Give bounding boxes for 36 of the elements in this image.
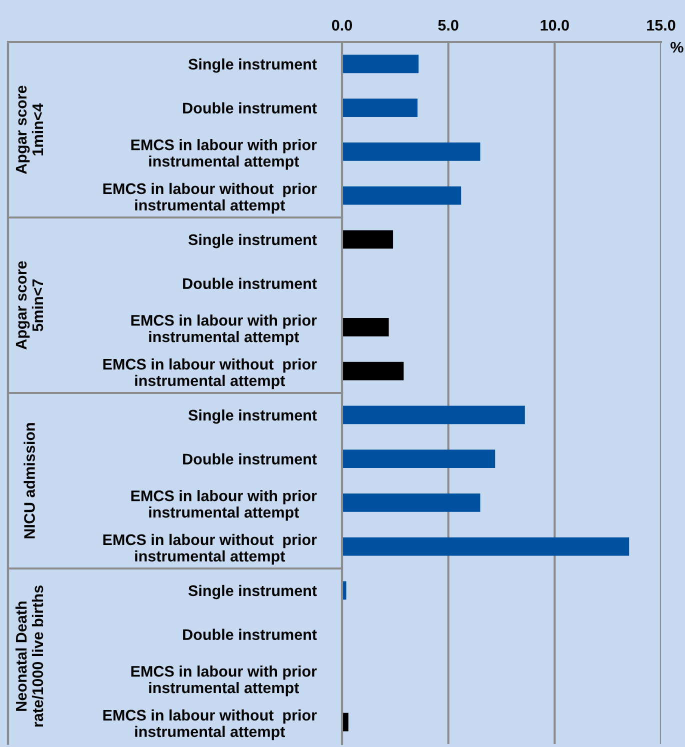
x-tick-label: 10.0 — [540, 20, 569, 31]
y-tick-label: EMCS in labour with prior instrumental attempt — [131, 139, 317, 170]
y-tick-label: Single instrument — [188, 234, 317, 248]
bar — [342, 362, 404, 380]
bar — [342, 406, 525, 424]
y-tick-label: EMCS in labour with prior instrumental attempt — [131, 314, 317, 346]
text: Apgar score 5min<7 — [16, 261, 44, 350]
bar — [342, 54, 419, 74]
text: Apgar score 1min<4 — [16, 86, 44, 174]
bar — [342, 450, 496, 468]
y-tick-label: EMCS in labour with prior instrumental attempt — [131, 666, 317, 696]
y-tick-label: Double instrument — [183, 278, 317, 289]
bar — [342, 142, 480, 161]
x-tick-label: 0.0 — [332, 20, 352, 31]
y-tick-label: Single instrument — [188, 409, 317, 424]
bar — [342, 318, 389, 336]
y-tick-label: EMCS in labour without prior instrumental attempt — [103, 534, 317, 565]
text: Neonatal Death rate/1000 live births — [15, 586, 44, 727]
y-tick-label: EMCS in labour without prior instrumental attempt — [103, 709, 317, 740]
bar — [342, 186, 462, 205]
bar — [342, 230, 394, 249]
y-tick-label: Single instrument — [188, 58, 317, 73]
y-tick-label: Single instrument — [188, 584, 317, 600]
x-tick-label: 5.0 — [438, 20, 458, 31]
y-tick-label: Double instrument — [183, 628, 317, 640]
x-axis-title: % — [670, 42, 684, 53]
bar — [342, 493, 480, 512]
y-tick-label: Double instrument — [183, 102, 317, 114]
text: NICU admission — [24, 423, 35, 538]
y-tick-label: EMCS in labour with prior instrumental attempt — [131, 490, 317, 521]
y-tick-label: EMCS in labour without prior instrumental attempt — [103, 182, 317, 214]
bar — [342, 537, 630, 556]
y-tick-label: EMCS in labour without prior instrumental attempt — [103, 358, 317, 390]
x-tick-label: 15.0 — [647, 20, 676, 31]
bar — [342, 98, 418, 118]
y-tick-label: Double instrument — [183, 453, 317, 464]
